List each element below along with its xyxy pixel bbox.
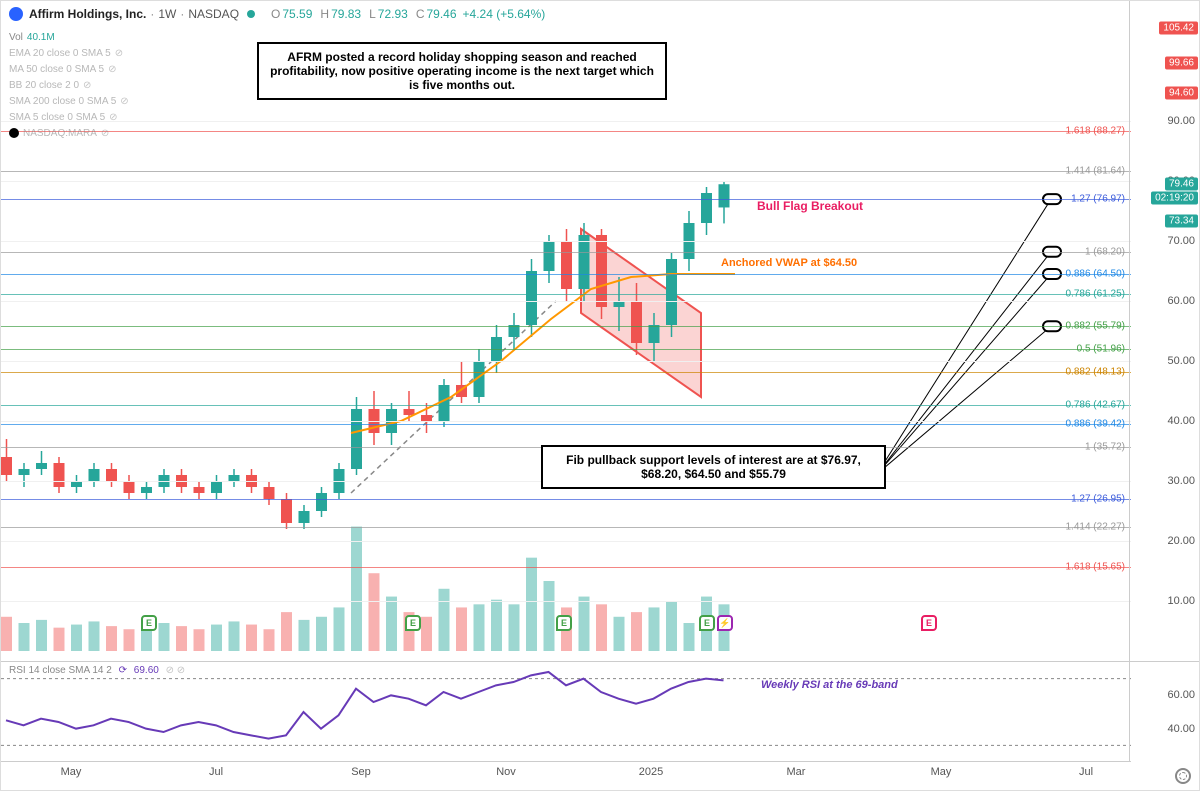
price-axis[interactable]: 10.0020.0030.0040.0050.0060.0070.0080.00… [1129,1,1199,661]
fib-label: 1.618 (88.27) [1066,126,1126,137]
time-label: May [61,766,82,778]
fib-label: 1.414 (81.64) [1066,166,1126,177]
event-marker[interactable]: E [556,615,572,631]
chart-header: Affirm Holdings, Inc. · 1W · NASDAQ O75.… [1,1,1199,27]
time-label: May [931,766,952,778]
fib-label: 1 (68.20) [1085,246,1125,257]
rsi-tick: 40.00 [1167,723,1195,735]
rsi-legend: RSI 14 close SMA 14 2 ⟳ 69.60 ⊘ ⊘ [9,665,185,676]
event-marker[interactable]: E [405,615,421,631]
fib-label: 1.618 (15.65) [1066,562,1126,573]
annotation-fib: Fib pullback support levels of interest … [541,445,886,489]
rsi-refresh-icon[interactable]: ⟳ [119,665,127,676]
rsi-annotation: Weekly RSI at the 69-band [761,679,898,691]
time-label: Mar [787,766,806,778]
price-tick: 90.00 [1167,115,1195,127]
time-label: Jul [209,766,223,778]
annotation-vwap: Anchored VWAP at $64.50 [721,257,857,269]
visibility-icon[interactable]: ⊘ [115,48,123,59]
price-tick: 70.00 [1167,235,1195,247]
market-status-icon [247,10,255,18]
fib-label: 1 (35.72) [1085,441,1125,452]
visibility-icon[interactable]: ⊘ [108,64,116,75]
indicator-row[interactable]: SMA 200 close 0 SMA 5⊘ [9,93,129,109]
fib-label: 0.882 (48.13) [1066,367,1126,378]
annotation-top: AFRM posted a record holiday shopping se… [257,42,667,100]
fib-label: 1.27 (76.97) [1071,194,1125,205]
price-pane[interactable]: 1.618 (88.27) 1.414 (81.64) 1.27 (76.97) 1 … [1,1,1131,661]
indicator-row[interactable]: EMA 20 close 0 SMA 5⊘ [9,45,129,61]
symbol-logo-icon [9,7,23,21]
price-marker: 99.66 [1165,57,1198,70]
fib-label: 0.882 (55.79) [1066,321,1126,332]
fib-label: 0.5 (51.96) [1077,344,1125,355]
exchange: NASDAQ [188,7,239,21]
chart-container: Affirm Holdings, Inc. · 1W · NASDAQ O75.… [0,0,1200,791]
price-tick: 40.00 [1167,415,1195,427]
time-label: Nov [496,766,516,778]
price-marker: 94.60 [1165,87,1198,100]
symbol-name[interactable]: Affirm Holdings, Inc. [29,7,146,21]
ohlc-readout: O75.59H79.83L72.93C79.46+4.24 (+5.64%) [263,7,545,21]
event-marker[interactable]: ⚡ [717,615,733,631]
price-tick: 10.00 [1167,595,1195,607]
time-label: Jul [1079,766,1093,778]
fib-label: 0.886 (39.42) [1066,419,1126,430]
indicator-legend: Vol40.1MEMA 20 close 0 SMA 5⊘MA 50 close… [9,29,129,141]
price-marker: 79.46 [1165,178,1198,191]
price-tick: 30.00 [1167,475,1195,487]
annotation-bullflag: Bull Flag Breakout [757,199,863,213]
indicator-row[interactable]: NASDAQ:MARA⊘ [9,125,129,141]
visibility-icon[interactable]: ⊘ [120,96,128,107]
event-marker[interactable]: E [699,615,715,631]
rsi-axis[interactable]: 40.00 60.00 [1129,661,1199,761]
rsi-pane[interactable]: RSI 14 close SMA 14 2 ⟳ 69.60 ⊘ ⊘ Weekly… [1,661,1131,761]
time-label: 2025 [639,766,663,778]
price-tick: 20.00 [1167,535,1195,547]
price-marker: 73.34 [1165,214,1198,227]
price-tick: 50.00 [1167,355,1195,367]
settings-icon[interactable] [1175,768,1191,784]
time-label: Sep [351,766,371,778]
fib-label: 1.27 (26.95) [1071,494,1125,505]
fib-label: 1.414 (22.27) [1066,522,1126,533]
price-marker: 02:19:20 [1151,191,1198,204]
interval[interactable]: 1W [158,7,176,21]
rsi-tick: 60.00 [1167,689,1195,701]
event-marker[interactable]: E [141,615,157,631]
indicator-row[interactable]: SMA 5 close 0 SMA 5⊘ [9,109,129,125]
event-marker[interactable]: E [921,615,937,631]
indicator-row[interactable]: MA 50 close 0 SMA 5⊘ [9,61,129,77]
indicator-row[interactable]: Vol40.1M [9,29,129,45]
visibility-icon[interactable]: ⊘ [101,128,109,139]
indicator-row[interactable]: BB 20 close 2 0⊘ [9,77,129,93]
visibility-icon[interactable]: ⊘ [83,80,91,91]
fib-label: 0.786 (42.67) [1066,399,1126,410]
price-tick: 60.00 [1167,295,1195,307]
rsi-value: 69.60 [134,665,159,676]
fib-label: 0.886 (64.50) [1066,269,1126,280]
time-axis[interactable]: May Jul Sep Nov 2025 Mar May Jul [1,761,1131,791]
fib-label: 0.786 (61.25) [1066,288,1126,299]
visibility-icon[interactable]: ⊘ [109,112,117,123]
